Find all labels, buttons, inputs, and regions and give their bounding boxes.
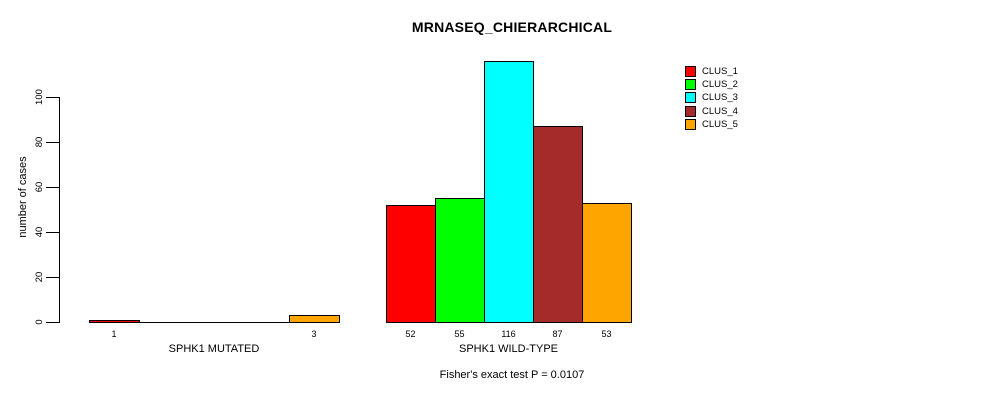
bar-clus_4 [533,126,583,323]
y-axis-tick [46,277,59,278]
clus_5-color-swatch [685,118,696,130]
legend-item: CLUS_3 [685,91,738,104]
bar-value-label: 116 [501,329,516,339]
category-label: SPHK1 MUTATED [168,343,260,355]
bar-value-label: 1 [111,329,117,339]
y-axis-line [59,97,60,323]
legend-item-label: CLUS_4 [702,105,738,117]
bar-clus_2 [435,198,485,323]
bar-clus_5 [582,203,632,323]
y-axis-tick-label: 20 [34,271,45,283]
clus_4-color-swatch [685,105,696,117]
legend-item-label: CLUS_2 [702,79,738,91]
bar-value-label: 53 [601,329,612,339]
x-axis-baseline [89,322,339,323]
bar-clus_1 [89,320,140,323]
bar-value-label: 55 [454,329,465,339]
clus_3-color-swatch [685,92,696,104]
caption: Fisher's exact test P = 0.0107 [439,369,585,381]
chart-title: MRNASEQ_CHIERARCHICAL [411,19,613,35]
bar-clus_1 [386,205,436,323]
bar-value-label: 52 [405,329,416,339]
legend-item-label: CLUS_1 [702,66,738,78]
category-label: SPHK1 WILD-TYPE [458,343,559,355]
legend-item: CLUS_1 [685,65,738,78]
y-axis-tick-label: 60 [34,181,45,193]
y-axis-tick [46,187,59,188]
bar-clus_3 [484,61,534,323]
clus_1-color-swatch [685,66,696,78]
y-axis-tick-label: 80 [34,136,45,148]
clus_2-color-swatch [685,79,696,91]
y-axis-tick-label: 40 [34,226,45,238]
y-axis-tick [46,142,59,143]
y-axis-tick [46,97,59,98]
y-axis-tick-label: 100 [34,89,45,105]
legend-item: CLUS_2 [685,78,738,91]
legend: CLUS_1 CLUS_2 CLUS_3 CLUS_4 CLUS_5 [685,65,738,131]
y-axis-tick-label: 0 [34,319,45,325]
y-axis-tick [46,322,59,323]
legend-item-label: CLUS_3 [702,92,738,104]
bar-value-label: 3 [311,329,317,339]
bar-value-label: 87 [552,329,563,339]
bar-clus_5 [289,315,340,323]
legend-item-label: CLUS_5 [702,118,738,130]
legend-item: CLUS_4 [685,105,738,118]
legend-item: CLUS_5 [685,118,738,131]
y-axis-tick [46,232,59,233]
